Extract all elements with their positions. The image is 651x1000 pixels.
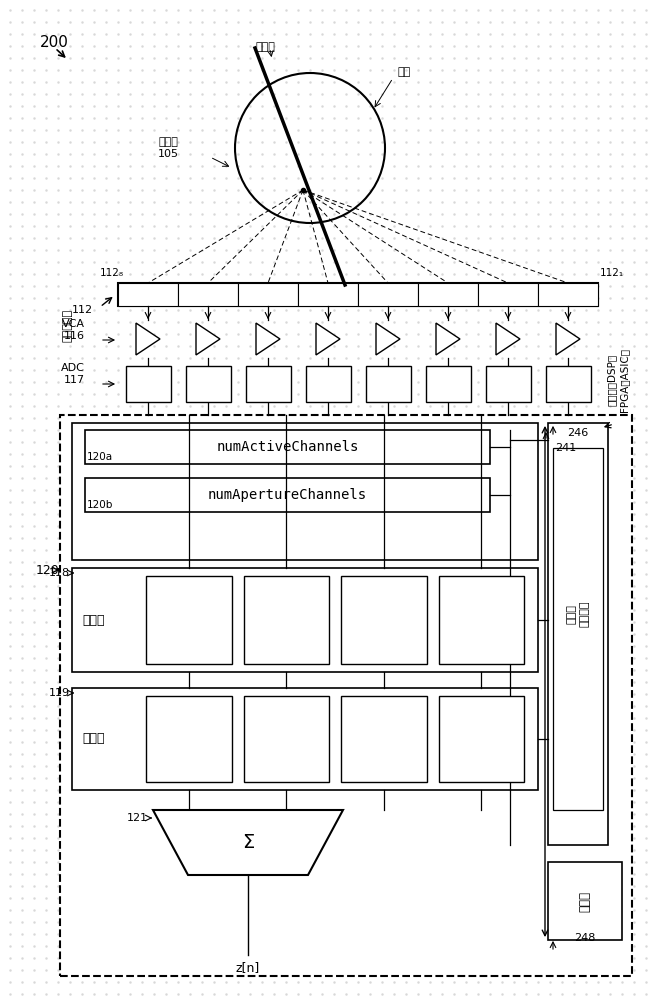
Text: 扫描线: 扫描线 — [255, 42, 275, 52]
Bar — [243, 576, 329, 664]
Polygon shape — [153, 810, 343, 875]
Text: ADC
117: ADC 117 — [61, 363, 85, 385]
Text: 可实现在DSP、
FPGA、ASIC上: 可实现在DSP、 FPGA、ASIC上 — [607, 348, 630, 412]
Text: 120: 120 — [36, 564, 60, 576]
Bar — [305, 366, 350, 402]
Bar — [60, 415, 632, 976]
Bar — [118, 283, 598, 306]
Bar — [358, 283, 418, 306]
Bar — [72, 423, 538, 560]
Text: numApertureChannels: numApertureChannels — [208, 488, 367, 502]
Text: Σ: Σ — [242, 833, 254, 852]
Bar — [426, 366, 471, 402]
Text: 118: 118 — [49, 568, 70, 578]
Text: 121: 121 — [127, 813, 148, 823]
Bar — [298, 283, 358, 306]
Bar — [439, 576, 524, 664]
Bar — [538, 283, 598, 306]
Bar — [85, 430, 490, 464]
Text: numActiveChannels: numActiveChannels — [216, 440, 359, 454]
Polygon shape — [136, 323, 160, 355]
Bar — [418, 283, 478, 306]
Polygon shape — [196, 323, 220, 355]
Bar — [548, 862, 622, 940]
Text: 变迹块: 变迹块 — [82, 732, 105, 746]
Bar — [486, 366, 531, 402]
Text: 控制器
计算结构: 控制器 计算结构 — [567, 601, 589, 627]
Bar — [126, 366, 171, 402]
Text: 119: 119 — [49, 688, 70, 698]
Bar — [365, 366, 411, 402]
Text: 存储器: 存储器 — [579, 890, 592, 912]
Text: 112₈: 112₈ — [100, 268, 124, 278]
Text: z[n]: z[n] — [236, 962, 260, 974]
Polygon shape — [556, 323, 580, 355]
Bar — [553, 448, 603, 810]
Text: 241: 241 — [555, 443, 576, 453]
Polygon shape — [316, 323, 340, 355]
Text: VCA
116: VCA 116 — [62, 319, 85, 341]
Text: 200: 200 — [40, 35, 69, 50]
Bar — [546, 366, 590, 402]
Bar — [245, 366, 290, 402]
Polygon shape — [496, 323, 520, 355]
Bar — [341, 696, 426, 782]
Bar — [548, 423, 608, 845]
Text: 滤波器: 滤波器 — [82, 613, 105, 626]
Bar — [85, 478, 490, 512]
Bar — [478, 283, 538, 306]
Bar — [72, 568, 538, 672]
Text: 120b: 120b — [87, 500, 113, 510]
Polygon shape — [436, 323, 460, 355]
Bar — [439, 696, 524, 782]
Bar — [243, 696, 329, 782]
Bar — [341, 576, 426, 664]
Text: 248: 248 — [574, 933, 596, 943]
Text: 焦点: 焦点 — [398, 67, 411, 77]
Bar — [238, 283, 298, 306]
Polygon shape — [376, 323, 400, 355]
Bar — [186, 366, 230, 402]
Text: 112: 112 — [72, 305, 93, 315]
Bar — [72, 688, 538, 790]
Bar — [118, 283, 178, 306]
Text: 靶组织
105: 靶组织 105 — [158, 137, 178, 159]
Text: 246: 246 — [568, 428, 589, 438]
Text: 112₁: 112₁ — [600, 268, 624, 278]
Polygon shape — [256, 323, 280, 355]
Text: 120a: 120a — [87, 452, 113, 462]
Bar — [178, 283, 238, 306]
Bar — [146, 576, 232, 664]
Bar — [146, 696, 232, 782]
Text: 换能器阵列: 换能器阵列 — [63, 308, 73, 342]
